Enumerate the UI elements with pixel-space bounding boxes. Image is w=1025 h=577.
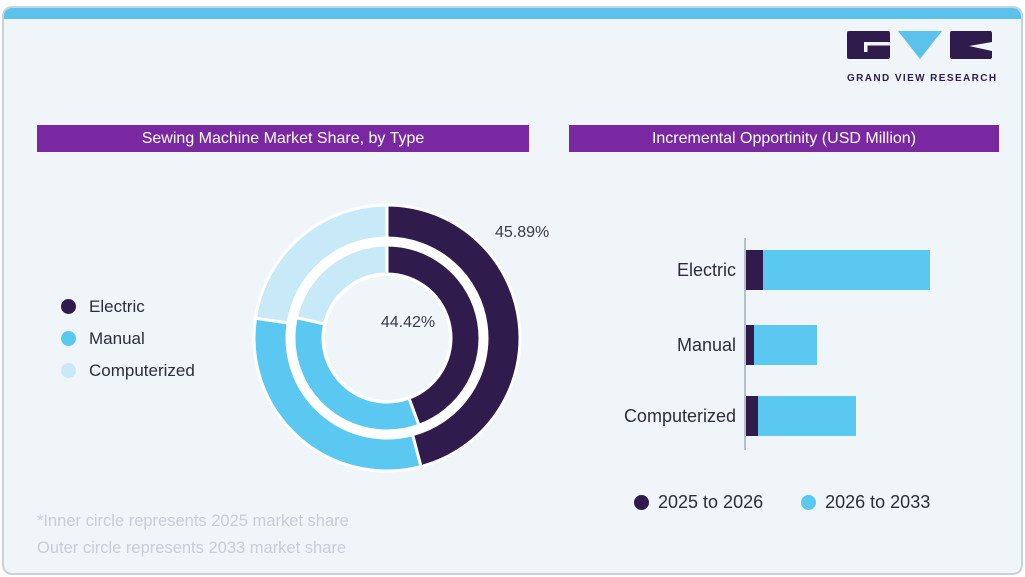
bar-segment <box>754 325 817 365</box>
grand-view-research-logo: GRAND VIEW RESEARCH <box>847 30 998 84</box>
legend-swatch-icon <box>634 495 649 510</box>
bar-row: Manual <box>569 325 999 365</box>
donut-footnote: *Inner circle represents 2025 market sha… <box>37 508 349 562</box>
donut-legend-item: Computerized <box>61 360 195 381</box>
donut-legend-item: Electric <box>61 296 195 317</box>
donut-legend: Electric Manual Computerized <box>61 296 195 392</box>
legend-label: Electric <box>89 296 145 316</box>
market-share-title-bar: Sewing Machine Market Share, by Type <box>37 125 529 152</box>
incremental-opportunity-title-bar: Incremental Opportinity (USD Million) <box>569 125 999 152</box>
legend-label: 2026 to 2033 <box>825 492 931 512</box>
bar-segment <box>746 325 754 365</box>
bar-segment <box>746 250 763 290</box>
bar-category-label: Computerized <box>623 406 736 426</box>
bar-row: Computerized <box>569 396 999 436</box>
donut-slice <box>294 243 389 326</box>
market-share-donut-chart <box>252 203 522 473</box>
outer-ring-electric-label: 45.89% <box>495 224 550 241</box>
legend-swatch-icon <box>61 331 76 346</box>
logo-wordmark: GRAND VIEW RESEARCH <box>847 73 998 84</box>
legend-label: Computerized <box>89 360 195 380</box>
bar-segment <box>763 250 930 290</box>
top-accent-strip <box>4 8 1021 19</box>
bar-segments <box>746 250 930 290</box>
inner-ring-electric-label: 44.42% <box>380 314 436 331</box>
donut-slice <box>385 243 482 427</box>
legend-swatch-icon <box>801 495 817 510</box>
bar-legend-item: 2025 to 2026 <box>634 492 763 513</box>
gvr-logo-mark <box>847 31 992 59</box>
bar-segment <box>746 396 758 436</box>
report-card: GRAND VIEW RESEARCH Sewing Machine Marke… <box>2 6 1023 575</box>
bar-row: Electric <box>569 250 999 290</box>
bar-legend-item: 2026 to 2033 <box>801 492 930 513</box>
bar-chart-baseline <box>744 238 746 450</box>
bar-segments <box>746 396 856 436</box>
bar-chart-legend: 2025 to 2026 2026 to 2033 <box>634 492 930 513</box>
donut-slice <box>385 203 522 469</box>
incremental-opportunity-bar-chart: Electric Manual Computerized <box>569 238 999 450</box>
bar-category-label: Manual <box>676 335 736 355</box>
bar-segments <box>746 325 817 365</box>
footnote-line-1: *Inner circle represents 2025 market sha… <box>37 512 349 530</box>
donut-legend-item: Manual <box>61 328 195 349</box>
legend-swatch-icon <box>61 299 76 314</box>
legend-label: 2025 to 2026 <box>658 492 764 512</box>
bar-category-label: Electric <box>676 260 736 280</box>
bar-segment <box>758 396 856 436</box>
legend-label: Manual <box>89 328 145 348</box>
footnote-line-2: Outer circle represents 2033 market shar… <box>37 539 347 557</box>
donut-slice <box>254 203 389 325</box>
legend-swatch-icon <box>61 363 76 378</box>
